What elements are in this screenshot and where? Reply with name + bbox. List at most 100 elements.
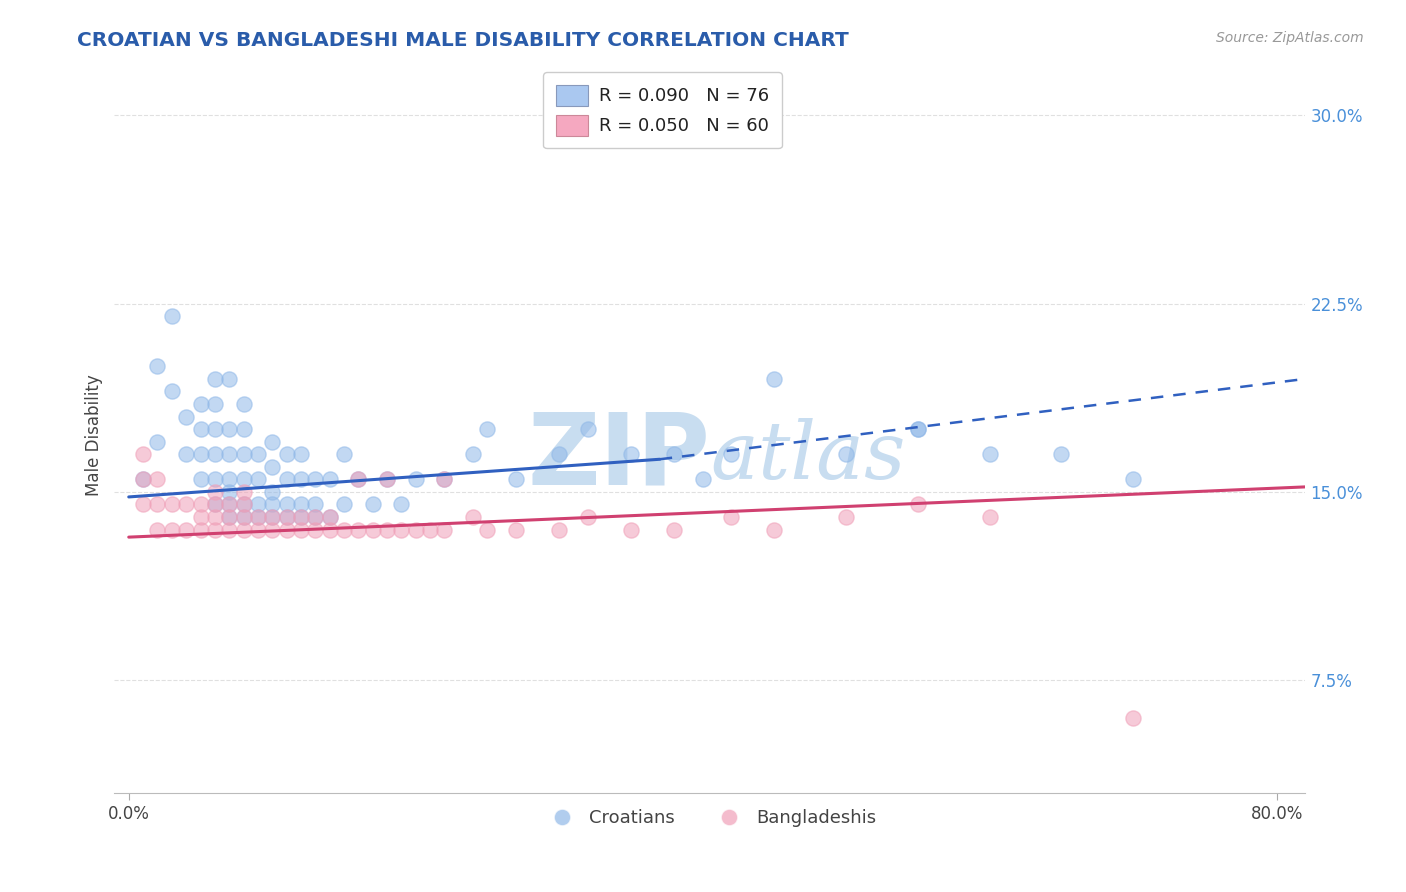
Point: [347, 523, 370, 537]
Point: [232, 523, 254, 537]
Point: [262, 510, 284, 524]
Point: [333, 498, 356, 512]
Point: [218, 372, 240, 386]
Text: Source: ZipAtlas.com: Source: ZipAtlas.com: [1216, 31, 1364, 45]
Point: [548, 447, 571, 461]
Point: [304, 510, 326, 524]
Point: [232, 397, 254, 411]
Point: [290, 498, 312, 512]
Point: [692, 472, 714, 486]
Y-axis label: Male Disability: Male Disability: [86, 375, 103, 496]
Point: [190, 447, 212, 461]
Point: [1122, 711, 1144, 725]
Point: [907, 422, 929, 436]
Point: [907, 422, 929, 436]
Point: [232, 510, 254, 524]
Point: [174, 498, 197, 512]
Point: [232, 472, 254, 486]
Point: [146, 434, 169, 449]
Point: [190, 397, 212, 411]
Point: [204, 372, 226, 386]
Point: [232, 510, 254, 524]
Point: [262, 484, 284, 499]
Point: [763, 523, 786, 537]
Point: [204, 498, 226, 512]
Point: [433, 472, 456, 486]
Point: [218, 484, 240, 499]
Point: [218, 510, 240, 524]
Point: [262, 510, 284, 524]
Point: [477, 523, 499, 537]
Point: [333, 447, 356, 461]
Point: [318, 510, 340, 524]
Point: [204, 523, 226, 537]
Point: [276, 510, 298, 524]
Text: CROATIAN VS BANGLADESHI MALE DISABILITY CORRELATION CHART: CROATIAN VS BANGLADESHI MALE DISABILITY …: [77, 31, 849, 50]
Text: atlas: atlas: [710, 418, 905, 496]
Point: [662, 447, 685, 461]
Point: [204, 422, 226, 436]
Point: [290, 447, 312, 461]
Point: [1122, 472, 1144, 486]
Point: [505, 523, 527, 537]
Point: [290, 472, 312, 486]
Point: [160, 309, 183, 323]
Point: [290, 510, 312, 524]
Point: [232, 498, 254, 512]
Point: [347, 472, 370, 486]
Point: [232, 484, 254, 499]
Point: [763, 372, 786, 386]
Point: [375, 523, 398, 537]
Point: [174, 447, 197, 461]
Point: [276, 523, 298, 537]
Point: [204, 484, 226, 499]
Point: [174, 523, 197, 537]
Point: [361, 523, 384, 537]
Point: [132, 472, 155, 486]
Point: [290, 510, 312, 524]
Point: [276, 447, 298, 461]
Point: [620, 523, 643, 537]
Point: [477, 422, 499, 436]
Point: [160, 498, 183, 512]
Point: [276, 498, 298, 512]
Point: [1050, 447, 1073, 461]
Point: [218, 510, 240, 524]
Point: [835, 447, 858, 461]
Point: [218, 447, 240, 461]
Point: [304, 523, 326, 537]
Point: [246, 523, 269, 537]
Point: [375, 472, 398, 486]
Point: [662, 523, 685, 537]
Point: [246, 498, 269, 512]
Point: [262, 434, 284, 449]
Point: [190, 523, 212, 537]
Legend: Croatians, Bangladeshis: Croatians, Bangladeshis: [537, 802, 883, 834]
Point: [505, 472, 527, 486]
Point: [232, 447, 254, 461]
Point: [419, 523, 441, 537]
Point: [160, 523, 183, 537]
Point: [262, 498, 284, 512]
Point: [375, 472, 398, 486]
Point: [190, 422, 212, 436]
Point: [361, 498, 384, 512]
Point: [333, 523, 356, 537]
Point: [276, 472, 298, 486]
Point: [190, 498, 212, 512]
Point: [907, 498, 929, 512]
Point: [204, 397, 226, 411]
Point: [304, 472, 326, 486]
Point: [246, 510, 269, 524]
Point: [204, 472, 226, 486]
Point: [389, 498, 412, 512]
Point: [405, 523, 427, 537]
Point: [132, 472, 155, 486]
Point: [146, 359, 169, 374]
Point: [132, 447, 155, 461]
Point: [463, 447, 485, 461]
Point: [262, 459, 284, 474]
Point: [174, 409, 197, 424]
Point: [232, 498, 254, 512]
Point: [389, 523, 412, 537]
